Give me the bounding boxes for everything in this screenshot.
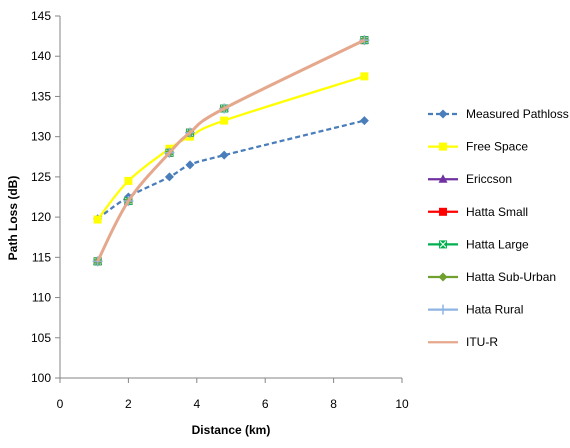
series-hatta-small [93, 36, 369, 266]
legend-swatch-marker [439, 142, 447, 151]
legend-swatch-marker [438, 272, 448, 282]
legend-label: Hatta Small [466, 205, 528, 219]
y-tick-label: 140 [31, 49, 51, 63]
x-tick-label: 4 [193, 397, 200, 411]
series-hatta-large [93, 36, 369, 266]
y-tick-label: 115 [32, 250, 51, 264]
series-ericcson [93, 35, 369, 265]
series-free-space [93, 72, 369, 224]
axes: 100 105 110 115 120 125 130 135 140 145 0 2 4 6 8 10 [31, 9, 409, 411]
legend-swatch-marker [439, 240, 447, 249]
series-line [96, 39, 365, 262]
data-point [220, 116, 229, 125]
series-hatta-sub-urban [93, 35, 369, 266]
series-line [96, 119, 365, 220]
legend-item: Measured Pathloss [428, 107, 569, 121]
data-point [359, 116, 369, 126]
series-line [96, 39, 365, 262]
y-tick-label: 145 [31, 9, 51, 23]
data-point [164, 172, 174, 182]
y-tick-label: 120 [31, 210, 51, 224]
x-tick-label: 6 [262, 397, 269, 411]
y-tick-label: 125 [31, 170, 51, 184]
x-tick-label: 10 [395, 397, 409, 411]
legend-swatch-marker [438, 174, 448, 183]
y-tick-label: 130 [31, 130, 51, 144]
data-point [124, 176, 133, 185]
data-point [93, 215, 102, 224]
series-hata-rural [92, 35, 370, 267]
series-measured-pathloss [93, 116, 369, 224]
legend-label: Hatta Sub-Urban [466, 270, 556, 284]
series-line [96, 39, 365, 262]
legend-swatch-marker [438, 304, 448, 315]
x-axis-label: Distance (km) [192, 423, 271, 437]
data-point [360, 72, 369, 81]
y-tick-label: 110 [32, 291, 51, 305]
x-tick-label: 2 [125, 397, 132, 411]
series-line [96, 75, 365, 221]
legend-item: Hatta Sub-Urban [428, 270, 556, 284]
series-itu-r [96, 38, 366, 263]
series-line [96, 38, 366, 263]
legend-label: Ericcson [466, 172, 512, 186]
legend-item: Hatta Large [428, 237, 529, 251]
data-point [219, 150, 229, 160]
x-tick-label: 0 [57, 397, 64, 411]
legend-swatch-marker [439, 207, 447, 216]
legend-item: ITU-R [428, 335, 498, 349]
legend-label: Hatta Large [466, 237, 529, 251]
legend-item: Hatta Small [428, 205, 528, 219]
legend-label: Measured Pathloss [466, 107, 569, 121]
legend-label: Hata Rural [466, 303, 523, 317]
y-tick-label: 135 [31, 89, 51, 103]
x-tick-label: 8 [330, 397, 337, 411]
series-line [96, 39, 365, 262]
y-tick-label: 100 [31, 371, 51, 385]
legend-swatch-marker [438, 109, 448, 119]
y-tick-label: 105 [31, 331, 51, 345]
legend-item: Ericcson [428, 172, 512, 186]
series-line [96, 39, 365, 262]
y-axis-label: Path Loss (dB) [6, 176, 20, 261]
legend-label: ITU-R [466, 335, 498, 349]
series-layer [92, 35, 370, 267]
legend-label: Free Space [466, 140, 528, 154]
data-point [185, 160, 195, 170]
legend-item: Hata Rural [428, 303, 523, 317]
legend-item: Free Space [428, 140, 528, 154]
legend: Measured Pathloss Free Space Ericcson Hatta… [428, 107, 569, 349]
